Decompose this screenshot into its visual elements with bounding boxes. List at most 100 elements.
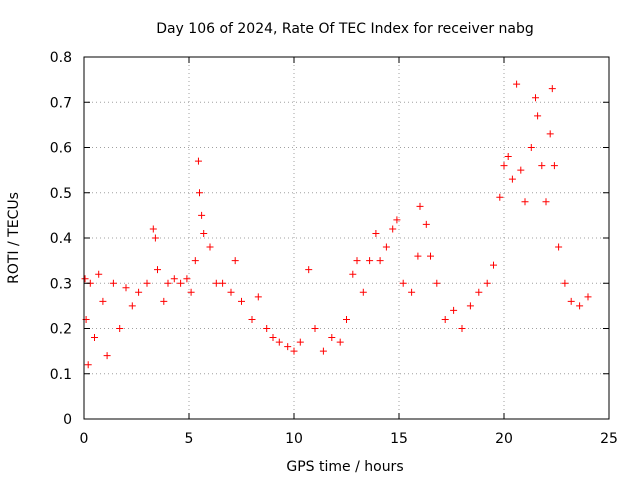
data-point bbox=[490, 261, 497, 269]
data-point bbox=[328, 334, 336, 342]
data-point bbox=[198, 211, 206, 219]
data-point bbox=[248, 315, 256, 323]
data-point bbox=[542, 198, 550, 206]
data-point bbox=[319, 347, 327, 355]
data-point bbox=[353, 257, 361, 265]
data-point bbox=[366, 257, 374, 265]
x-tick-label: 10 bbox=[285, 431, 303, 447]
y-tick-label: 0.6 bbox=[50, 141, 72, 157]
data-point bbox=[196, 189, 203, 197]
data-point bbox=[527, 144, 535, 151]
y-tick-label: 0.5 bbox=[50, 186, 72, 202]
data-point bbox=[183, 275, 191, 283]
data-point bbox=[427, 252, 434, 260]
data-point bbox=[546, 130, 554, 138]
y-tick-label: 0.8 bbox=[50, 50, 72, 66]
data-point bbox=[450, 306, 458, 314]
data-point bbox=[149, 225, 157, 233]
data-point bbox=[513, 80, 521, 88]
data-point bbox=[389, 225, 397, 233]
x-tick-label: 5 bbox=[185, 431, 194, 447]
data-point bbox=[284, 343, 292, 351]
y-tick-label: 0.7 bbox=[50, 95, 72, 111]
y-tick-label: 0.3 bbox=[50, 276, 72, 292]
data-point bbox=[177, 279, 185, 287]
data-point bbox=[160, 297, 168, 305]
data-point bbox=[550, 162, 558, 170]
data-point bbox=[135, 288, 143, 296]
data-point bbox=[576, 302, 584, 310]
data-point bbox=[151, 234, 159, 242]
data-point bbox=[496, 193, 504, 201]
data-point bbox=[81, 275, 89, 283]
data-point bbox=[95, 270, 103, 278]
data-point bbox=[128, 302, 136, 310]
data-point bbox=[372, 229, 380, 237]
data-point bbox=[269, 334, 277, 342]
data-point bbox=[517, 166, 525, 174]
data-point bbox=[483, 279, 491, 287]
data-point bbox=[219, 279, 227, 287]
data-point bbox=[349, 270, 357, 278]
data-point bbox=[164, 279, 172, 287]
data-point bbox=[231, 257, 239, 265]
data-point bbox=[408, 288, 416, 296]
y-tick-label: 0.2 bbox=[50, 322, 72, 338]
data-point bbox=[532, 94, 539, 102]
data-point bbox=[343, 315, 350, 323]
data-point bbox=[500, 162, 508, 170]
data-point bbox=[359, 288, 367, 296]
data-point bbox=[263, 325, 271, 332]
data-point bbox=[154, 266, 161, 274]
plot-frame bbox=[83, 56, 610, 420]
data-point bbox=[584, 293, 592, 301]
data-point bbox=[561, 279, 569, 287]
grid-lines bbox=[84, 57, 609, 419]
data-point bbox=[238, 297, 245, 305]
data-point bbox=[206, 243, 214, 251]
data-point bbox=[191, 257, 199, 265]
y-tick-label: 0.4 bbox=[50, 231, 72, 247]
data-point bbox=[567, 297, 575, 305]
data-point bbox=[422, 220, 430, 228]
y-axis-label: ROTI / TECUs bbox=[6, 192, 22, 284]
data-point bbox=[275, 338, 283, 346]
data-point bbox=[116, 325, 124, 332]
data-point bbox=[99, 297, 107, 305]
data-point bbox=[416, 202, 424, 210]
data-point bbox=[508, 175, 516, 183]
data-point bbox=[305, 266, 313, 274]
chart-title: Day 106 of 2024, Rate Of TEC Index for r… bbox=[156, 21, 534, 37]
data-point bbox=[227, 288, 235, 296]
data-point bbox=[143, 279, 151, 287]
data-point bbox=[187, 288, 195, 296]
data-point bbox=[534, 112, 542, 120]
x-tick-label: 0 bbox=[80, 431, 89, 447]
data-markers bbox=[81, 80, 592, 369]
data-point bbox=[393, 216, 401, 224]
data-point bbox=[290, 347, 298, 355]
data-point bbox=[296, 338, 304, 346]
data-point bbox=[200, 229, 208, 237]
data-point bbox=[458, 325, 466, 332]
data-point bbox=[122, 284, 130, 292]
data-point bbox=[521, 198, 529, 206]
x-tick-label: 20 bbox=[495, 431, 513, 447]
y-tick-label: 0.1 bbox=[50, 367, 72, 383]
x-tick-label: 25 bbox=[600, 431, 618, 447]
x-tick-label: 15 bbox=[390, 431, 408, 447]
data-point bbox=[466, 302, 474, 310]
data-point bbox=[336, 338, 344, 346]
data-point bbox=[212, 279, 220, 287]
data-point bbox=[548, 85, 556, 93]
data-point bbox=[433, 279, 441, 287]
axis-ticks: 0 5 10 15 20 25 0 0.1 0.2 0.3 0.4 0.5 0.6 0.7 0.8 bbox=[50, 50, 618, 447]
data-point bbox=[414, 252, 422, 260]
data-point bbox=[376, 257, 384, 265]
data-point bbox=[399, 279, 407, 287]
data-point bbox=[84, 361, 92, 369]
data-point bbox=[475, 288, 483, 296]
data-point bbox=[311, 325, 319, 332]
data-point bbox=[109, 279, 117, 287]
